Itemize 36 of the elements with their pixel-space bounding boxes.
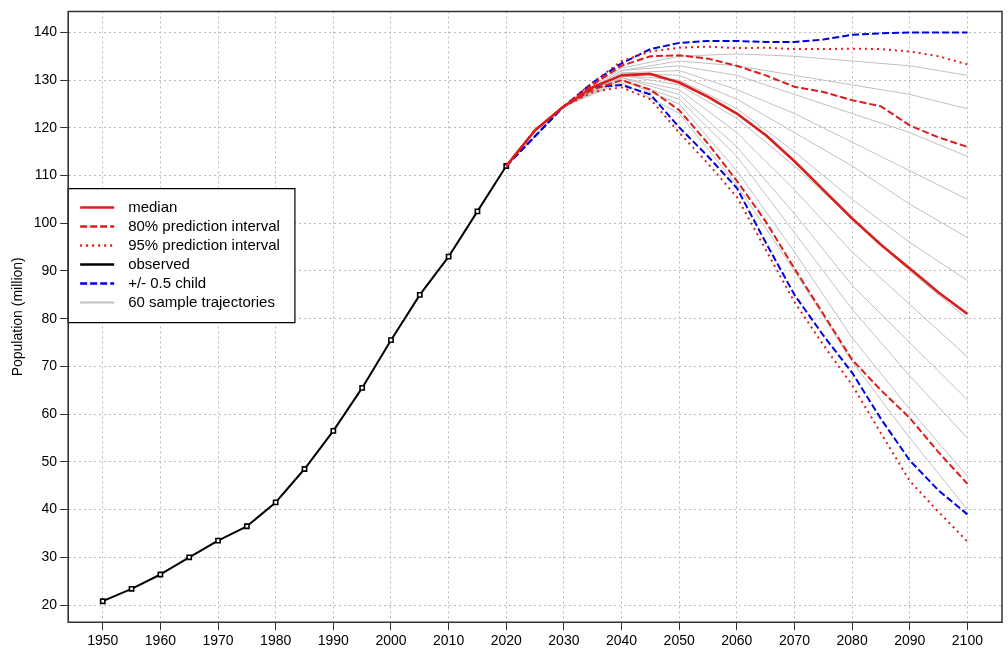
x-tick-label: 2030 [548, 632, 580, 649]
y-tick-label: 30 [41, 548, 58, 565]
y-tick-label: 20 [41, 595, 58, 612]
x-tick-label: 2040 [605, 632, 638, 649]
x-tick-label: 2050 [663, 632, 695, 649]
y-tick-label: 70 [41, 357, 58, 374]
x-tick-label: 2000 [375, 632, 407, 649]
x-tick-label: 1980 [260, 632, 292, 649]
x-tick-label: 1990 [317, 632, 350, 649]
y-tick-label: 130 [33, 70, 58, 87]
x-tick-label: 1960 [144, 632, 177, 649]
x-tick-label: 2070 [778, 632, 811, 649]
x-tick-label: 2100 [951, 632, 984, 649]
x-tick-label: 2060 [721, 632, 753, 649]
x-tick-label: 1970 [202, 632, 234, 649]
legend-label: median [128, 197, 178, 215]
legend-label: observed [128, 254, 190, 272]
legend-label: 80% prediction interval [128, 216, 280, 234]
y-tick-label: 110 [34, 166, 58, 183]
y-tick-label: 40 [41, 500, 58, 517]
y-tick-label: 90 [41, 261, 58, 278]
y-tick-label: 50 [41, 452, 58, 469]
y-tick-label: 60 [41, 405, 58, 422]
x-tick-label: 2010 [433, 632, 465, 649]
y-tick-label: 120 [33, 118, 58, 135]
x-tick-label: 2090 [894, 632, 926, 649]
x-tick-label: 2080 [836, 632, 868, 649]
y-axis-title: Population (million) [9, 257, 26, 377]
y-tick-label: 80 [41, 309, 58, 326]
x-tick-label: 1950 [87, 632, 119, 649]
legend-label: 95% prediction interval [128, 235, 280, 253]
y-tick-label: 100 [33, 214, 58, 231]
legend-label: 60 sample trajectories [128, 292, 275, 310]
legend-label: +/- 0.5 child [128, 273, 207, 291]
x-tick-label: 2020 [490, 632, 523, 649]
y-tick-label: 140 [33, 23, 58, 40]
